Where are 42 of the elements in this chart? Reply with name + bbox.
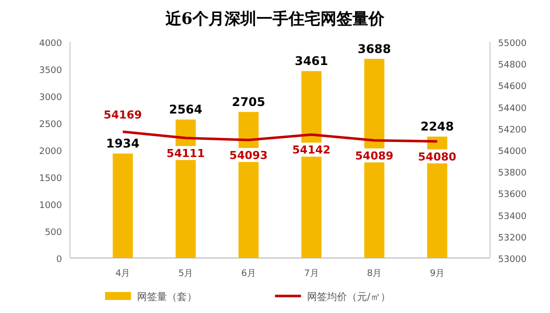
data-label: 54111 bbox=[166, 147, 205, 160]
y2-tick-label: 54600 bbox=[498, 82, 527, 92]
data-label: 54093 bbox=[229, 148, 268, 162]
data-label: 54080 bbox=[418, 150, 457, 164]
x-tick-label: 6月 bbox=[241, 269, 256, 279]
y2-tick-label: 54800 bbox=[498, 60, 527, 71]
y2-tick-label: 54200 bbox=[498, 125, 527, 136]
y2-tick-label: 55000 bbox=[498, 39, 527, 49]
chart-title: 近6个月深圳一手住宅网签量价 bbox=[164, 9, 386, 28]
x-tick-label: 8月 bbox=[366, 269, 382, 279]
data-label: 3461 bbox=[294, 54, 328, 68]
data-label: 2564 bbox=[168, 102, 202, 117]
y-tick-label: 1000 bbox=[39, 201, 62, 211]
y-tick-label: 2500 bbox=[39, 120, 62, 130]
data-label: 54089 bbox=[355, 149, 394, 162]
y-tick-label: 3500 bbox=[39, 66, 62, 76]
y-tick-label: 0 bbox=[56, 255, 62, 265]
legend-label: 网签量（套） bbox=[137, 291, 197, 303]
y-tick-label: 3000 bbox=[39, 93, 62, 103]
data-label: 3688 bbox=[358, 42, 392, 56]
data-label: 54169 bbox=[104, 108, 142, 122]
y-tick-label: 1500 bbox=[39, 174, 62, 184]
y-tick-label: 4000 bbox=[39, 39, 62, 49]
x-tick-label: 5月 bbox=[178, 269, 194, 279]
data-label: 54142 bbox=[292, 144, 331, 157]
legend-label: 网签均价（元/㎡） bbox=[307, 291, 390, 303]
y2-tick-label: 54400 bbox=[498, 104, 527, 114]
y2-tick-label: 53200 bbox=[498, 233, 527, 244]
y2-tick-label: 54000 bbox=[498, 147, 527, 157]
y2-tick-label: 53600 bbox=[498, 190, 527, 200]
x-tick-label: 9月 bbox=[430, 269, 445, 279]
x-tick-label: 4月 bbox=[115, 269, 130, 279]
bar bbox=[112, 154, 133, 258]
data-label: 2248 bbox=[420, 120, 454, 134]
y2-tick-label: 53800 bbox=[498, 168, 527, 179]
y2-tick-label: 53400 bbox=[498, 212, 527, 222]
y-tick-label: 500 bbox=[44, 228, 62, 238]
y2-tick-label: 53000 bbox=[498, 255, 527, 265]
y-tick-label: 2000 bbox=[39, 147, 62, 157]
x-tick-label: 7月 bbox=[304, 269, 319, 279]
data-label: 2705 bbox=[232, 94, 266, 109]
data-label: 1934 bbox=[106, 136, 140, 151]
